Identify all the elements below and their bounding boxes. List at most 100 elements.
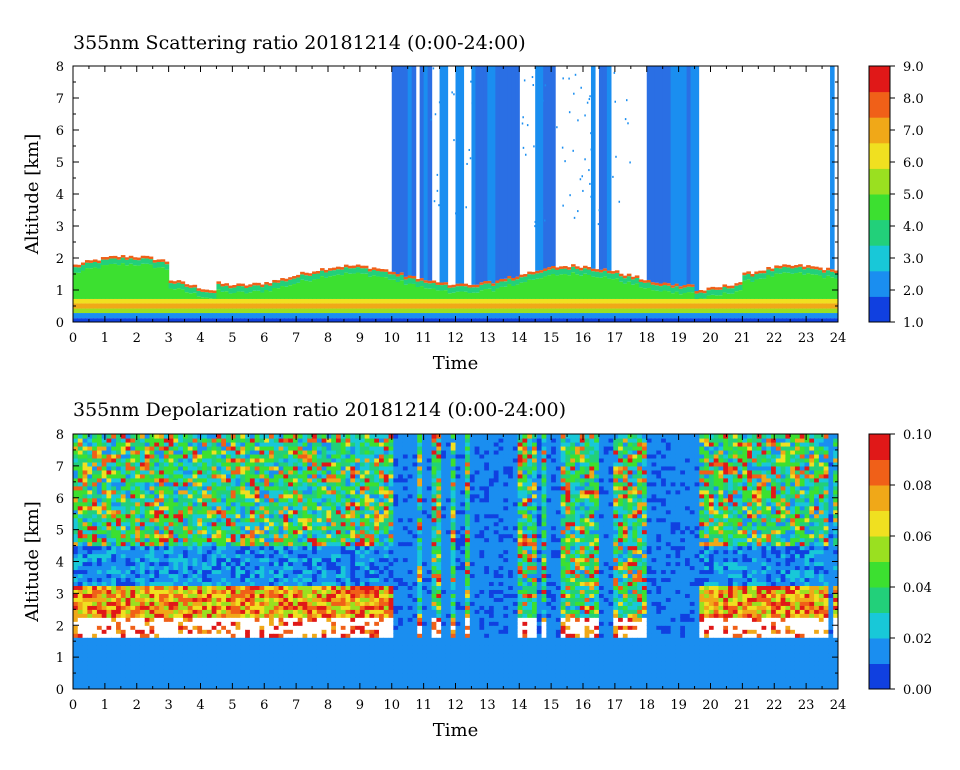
x-tick-label: 18 (638, 698, 655, 713)
x-tick-label: 10 (383, 698, 400, 713)
x-tick-label: 7 (292, 698, 300, 713)
y-tick-label: 6 (56, 124, 64, 139)
colorbar-tick-label: 0.06 (903, 530, 932, 545)
x-tick-label: 21 (734, 698, 751, 713)
x-tick-label: 12 (447, 698, 464, 713)
x-tick-label: 1 (101, 331, 109, 346)
x-axis-label: Time (433, 720, 478, 741)
x-tick-label: 8 (324, 331, 332, 346)
colorbar-tick-label: 4.0 (903, 220, 924, 235)
x-tick-label: 7 (292, 331, 300, 346)
y-tick-label: 8 (56, 428, 64, 443)
x-tick-label: 14 (511, 698, 528, 713)
colorbar-segment (869, 245, 890, 272)
colorbar-tick-label: 0.10 (903, 428, 932, 443)
colorbar-segment (869, 219, 890, 246)
x-tick-label: 2 (133, 331, 141, 346)
y-tick-label: 2 (56, 619, 64, 634)
colorbar-segment (869, 168, 890, 195)
x-tick-label: 8 (324, 698, 332, 713)
x-tick-label: 17 (607, 698, 624, 713)
colorbar-tick-label: 6.0 (903, 156, 924, 171)
x-tick-label: 21 (734, 331, 751, 346)
x-tick-label: 11 (415, 331, 432, 346)
x-tick-label: 5 (228, 698, 236, 713)
colorbar-segment (869, 561, 890, 588)
x-tick-label: 11 (415, 698, 432, 713)
colorbar-frame (868, 433, 891, 690)
colorbar-segment (869, 142, 890, 169)
colorbar: 1.0 2.0 3.0 4.0 5.0 6.0 7.0 8.0 9.0 (868, 60, 924, 331)
x-tick-label: 16 (575, 331, 592, 346)
x-tick-label: 22 (766, 698, 783, 713)
y-axis-label: Altitude [km] (22, 134, 43, 256)
y-tick-label: 7 (56, 92, 64, 107)
y-tick-label: 1 (56, 651, 64, 666)
colorbar-segment (869, 459, 890, 486)
x-tick-label: 14 (511, 331, 528, 346)
x-tick-label: 22 (766, 331, 783, 346)
colorbar-segment (869, 434, 890, 460)
y-tick-label: 3 (56, 587, 64, 602)
plot-area (73, 66, 838, 322)
y-tick-label: 4 (56, 188, 64, 203)
y-tick-label: 6 (56, 492, 64, 507)
x-tick-label: 6 (260, 698, 268, 713)
y-tick-label: 0 (56, 316, 64, 331)
y-tick-label: 4 (56, 556, 64, 571)
x-tick-label: 0 (69, 331, 77, 346)
x-tick-label: 15 (543, 331, 560, 346)
y-tick-label: 3 (56, 220, 64, 235)
colorbar-tick-label: 9.0 (903, 60, 924, 75)
colorbar-tick-label: 3.0 (903, 252, 924, 267)
x-tick-label: 0 (69, 698, 77, 713)
colorbar-tick-label: 0.02 (903, 632, 932, 647)
colorbar-segment (869, 194, 890, 221)
colorbar-segment (869, 296, 890, 323)
colorbar-segment (869, 270, 890, 297)
x-tick-label: 3 (164, 331, 172, 346)
chart-title: 355nm Depolarization ratio 20181214 (0:0… (73, 399, 566, 421)
colorbar-tick-label: 2.0 (903, 284, 924, 299)
colorbar-tick-label: 7.0 (903, 124, 924, 139)
x-tick-label: 23 (798, 331, 815, 346)
colorbar-segment (869, 587, 890, 613)
x-tick-label: 19 (670, 698, 687, 713)
x-tick-label: 17 (607, 331, 624, 346)
y-tick-label: 2 (56, 252, 64, 267)
x-tick-label: 15 (543, 698, 560, 713)
y-tick-label: 0 (56, 683, 64, 698)
y-tick-label: 5 (56, 156, 64, 171)
y-tick-label: 1 (56, 284, 64, 299)
x-tick-label: 1 (101, 698, 109, 713)
colorbar-tick-label: 0.04 (903, 581, 932, 596)
colorbar: 0.00 0.02 0.04 0.06 0.08 0.10 (868, 428, 932, 698)
chart-panel-2: 0 1 2 3 4 5 6 7 8 9 10 11 12 13 14 15 16 17 18 19 20 21 22 23 24… (22, 399, 932, 741)
x-tick-label: 19 (670, 331, 687, 346)
x-tick-label: 13 (479, 331, 496, 346)
chart-title: 355nm Scattering ratio 20181214 (0:00-24… (73, 32, 526, 54)
x-tick-label: 24 (830, 331, 847, 346)
plot-area (73, 434, 838, 689)
x-tick-label: 9 (356, 698, 364, 713)
x-tick-label: 2 (133, 698, 141, 713)
x-tick-label: 18 (638, 331, 655, 346)
x-tick-label: 4 (196, 331, 204, 346)
colorbar-segment (869, 510, 890, 537)
y-tick-label: 7 (56, 460, 64, 475)
y-axis-label: Altitude [km] (22, 501, 43, 623)
chart-panel-1: 0 1 2 3 4 5 6 7 8 9 10 11 12 13 14 15 16 17 18 19 20 21 22 23 24… (22, 32, 924, 374)
colorbar-segment (869, 536, 890, 562)
colorbar-tick-label: 0.00 (903, 683, 932, 698)
x-tick-label: 24 (830, 698, 847, 713)
y-tick-label: 5 (56, 524, 64, 539)
colorbar-tick-label: 0.08 (903, 479, 932, 494)
colorbar-segment (869, 638, 890, 664)
x-tick-label: 12 (447, 331, 464, 346)
y-tick-label: 8 (56, 60, 64, 75)
x-tick-label: 16 (575, 698, 592, 713)
x-tick-label: 20 (702, 698, 719, 713)
x-tick-label: 5 (228, 331, 236, 346)
x-tick-label: 23 (798, 698, 815, 713)
x-tick-label: 13 (479, 698, 496, 713)
